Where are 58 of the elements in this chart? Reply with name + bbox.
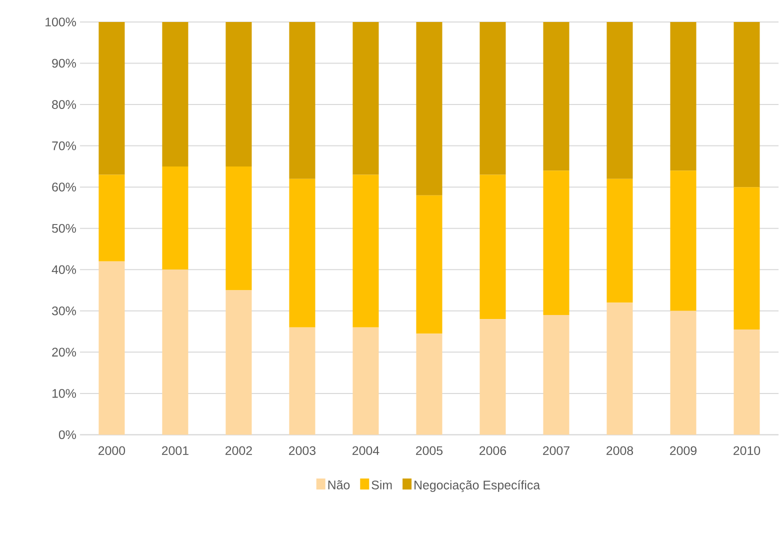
bar	[480, 319, 506, 435]
bar	[543, 22, 570, 171]
bar	[734, 22, 760, 188]
x-tick-label: 2008	[606, 446, 634, 456]
legend-label: Sim	[372, 480, 392, 490]
bar	[543, 315, 570, 435]
bar	[480, 174, 506, 320]
bar	[98, 174, 125, 262]
y-tick-label: 70%	[52, 142, 76, 150]
bar	[670, 170, 696, 312]
bar	[162, 270, 188, 435]
y-tick-label: 40%	[52, 265, 76, 274]
y-tick-label: 50%	[52, 224, 76, 233]
bar	[289, 328, 316, 435]
bar	[606, 302, 633, 435]
x-tick-label: 2009	[670, 446, 697, 456]
bar	[162, 166, 188, 270]
x-tick-label: 2005	[416, 446, 443, 456]
bar	[289, 178, 316, 328]
legend-label: Negociação Específica	[414, 480, 540, 492]
bar	[480, 22, 506, 175]
bar	[416, 334, 442, 435]
bar	[352, 328, 379, 435]
bar	[606, 178, 633, 303]
bar	[543, 170, 570, 316]
x-tick-label: 2010	[734, 446, 760, 456]
bar	[162, 22, 188, 167]
bar	[352, 174, 379, 328]
bar	[226, 166, 252, 290]
y-tick-label: 20%	[52, 348, 76, 357]
y-tick-label: 90%	[52, 59, 76, 68]
y-tick-label: 30%	[52, 306, 76, 316]
bar	[670, 311, 696, 435]
x-tick-label: 2002	[225, 446, 252, 456]
x-tick-label: 2003	[289, 446, 316, 456]
bar	[734, 330, 760, 435]
bar	[289, 22, 316, 179]
x-tick-label: 2007	[543, 446, 570, 456]
bar	[226, 22, 252, 167]
bar	[734, 187, 760, 330]
bar	[670, 22, 696, 171]
y-tick-label: 80%	[52, 100, 76, 110]
bar	[416, 196, 442, 334]
x-tick-label: 2001	[162, 446, 188, 456]
x-tick-label: 2004	[352, 446, 380, 456]
x-tick-label: 2000	[98, 446, 126, 456]
bar	[416, 22, 442, 196]
y-tick-label: 100%	[46, 18, 76, 27]
x-tick-label: 2006	[480, 446, 506, 456]
y-tick-label: 60%	[52, 182, 76, 192]
bar	[352, 22, 379, 175]
bar	[98, 262, 125, 435]
bar	[226, 290, 252, 435]
y-tick-label: 10%	[52, 389, 76, 398]
y-tick-label: 0%	[58, 430, 76, 440]
bar	[98, 22, 125, 175]
bar	[606, 22, 633, 179]
legend-label: Não	[328, 480, 350, 490]
